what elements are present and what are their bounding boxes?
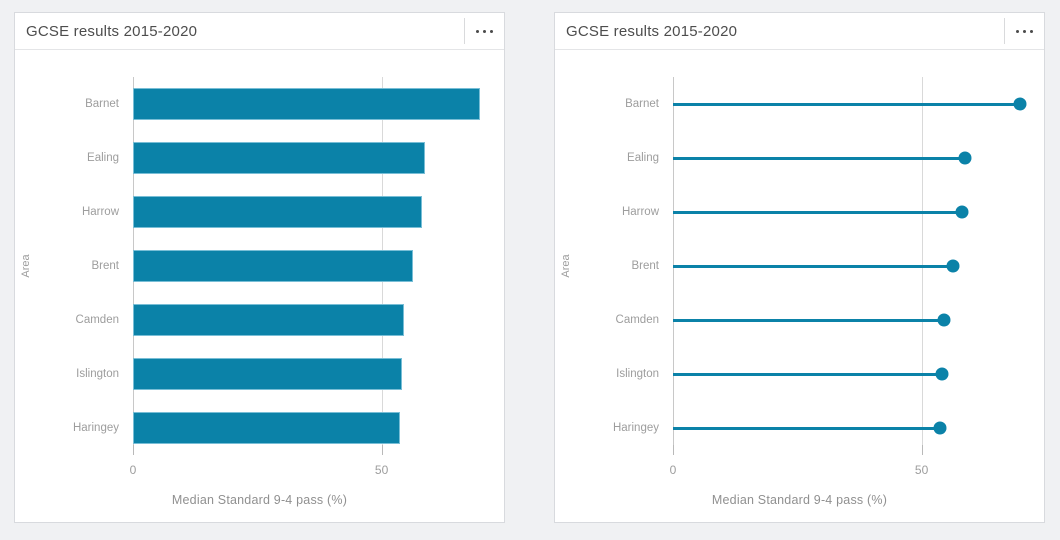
bar-chart: Area Barnet Ealing Harrow Brent Camden Isling…: [15, 50, 504, 522]
x-tick-label: 50: [374, 463, 389, 477]
series-row: [673, 401, 1031, 455]
bar-brent[interactable]: [133, 250, 413, 282]
x-tick-label: 0: [129, 463, 137, 477]
lollipop-dot-ealing[interactable]: [958, 151, 972, 165]
category-label-haringey: Haringey: [72, 422, 119, 434]
tick-mark-50: [381, 445, 383, 455]
plot-area: [673, 77, 1031, 455]
ellipsis-icon: [1030, 29, 1033, 33]
ellipsis-icon: [476, 29, 479, 33]
series-row: [133, 77, 491, 131]
plot-area: [133, 77, 491, 455]
category-label-harrow: Harrow: [621, 206, 659, 218]
card-header: GCSE results 2015-2020: [15, 13, 504, 50]
lollipop-line-harrow[interactable]: [673, 210, 963, 214]
bar-islington[interactable]: [133, 358, 402, 390]
card-title: GCSE results 2015-2020: [566, 22, 738, 40]
lollipop-line-islington[interactable]: [673, 372, 942, 376]
card-header: GCSE results 2015-2020: [555, 13, 1044, 50]
ellipsis-icon: [1016, 29, 1019, 33]
lollipop-line-ealing[interactable]: [673, 156, 965, 160]
x-axis-ticks: 0 50: [669, 463, 1031, 479]
x-tick-label: 50: [914, 463, 929, 477]
series-row: [133, 293, 491, 347]
header-divider: [1004, 18, 1005, 44]
lollipop-line-camden[interactable]: [673, 318, 945, 322]
lollipop-dot-camden[interactable]: [937, 313, 951, 327]
bar-harrow[interactable]: [133, 196, 423, 228]
category-label-brent: Brent: [631, 260, 660, 272]
y-axis-title: Area: [20, 254, 32, 278]
tick-mark-0: [133, 445, 134, 455]
bar-barnet[interactable]: [133, 88, 481, 120]
card-menu-button[interactable]: [465, 13, 504, 49]
series-row: [133, 185, 491, 239]
chart-card-lollipop: GCSE results 2015-2020 Area Barnet Ealing…: [554, 12, 1045, 523]
series-row: [133, 347, 491, 401]
lollipop-dot-barnet[interactable]: [1013, 97, 1027, 111]
category-label-camden: Camden: [615, 314, 659, 326]
lollipop-line-brent[interactable]: [673, 264, 953, 268]
lollipop-dot-harrow[interactable]: [955, 205, 969, 219]
ellipsis-icon: [483, 29, 486, 33]
category-label-islington: Islington: [616, 368, 659, 380]
category-label-ealing: Ealing: [627, 152, 659, 164]
lollipop-dot-haringey[interactable]: [933, 421, 946, 435]
series-row: [673, 77, 1031, 131]
series-row: [133, 239, 491, 293]
y-axis-title: Area: [560, 254, 572, 278]
card-menu-button[interactable]: [1005, 13, 1044, 49]
category-label-brent: Brent: [91, 260, 120, 272]
ellipsis-icon: [490, 29, 493, 33]
tick-mark-0: [673, 445, 674, 455]
category-axis-labels: Barnet Ealing Harrow Brent Camden Islington Ha…: [577, 77, 659, 455]
lollipop-line-barnet[interactable]: [673, 102, 1021, 106]
bar-haringey[interactable]: [133, 412, 400, 444]
series-row: [673, 293, 1031, 347]
category-label-barnet: Barnet: [625, 98, 659, 110]
x-tick-label: 0: [669, 463, 677, 477]
category-label-harrow: Harrow: [81, 206, 119, 218]
lollipop-dot-brent[interactable]: [946, 259, 960, 273]
series-row: [673, 131, 1031, 185]
category-label-haringey: Haringey: [612, 422, 659, 434]
series-row: [133, 401, 491, 455]
series-row: [673, 347, 1031, 401]
lollipop-line-haringey[interactable]: [673, 426, 940, 430]
category-label-ealing: Ealing: [87, 152, 119, 164]
x-axis-ticks: 0 50: [129, 463, 491, 479]
lollipop-chart: Area Barnet Ealing Harrow Brent Camden Isling…: [555, 50, 1044, 522]
series-row: [133, 131, 491, 185]
lollipop-dot-islington[interactable]: [935, 367, 949, 381]
bar-camden[interactable]: [133, 304, 405, 336]
series-row: [673, 239, 1031, 293]
category-label-barnet: Barnet: [85, 98, 119, 110]
card-title: GCSE results 2015-2020: [26, 22, 198, 40]
bar-ealing[interactable]: [133, 142, 425, 174]
category-label-islington: Islington: [76, 368, 119, 380]
series-row: [673, 185, 1031, 239]
ellipsis-icon: [1023, 29, 1026, 33]
category-axis-labels: Barnet Ealing Harrow Brent Camden Islington Ha…: [37, 77, 119, 455]
header-divider: [464, 18, 465, 44]
category-label-camden: Camden: [75, 314, 119, 326]
x-axis-title: Median Standard 9-4 pass (%): [171, 493, 348, 507]
x-axis-title: Median Standard 9-4 pass (%): [711, 493, 888, 507]
tick-mark-50: [921, 445, 923, 455]
chart-card-bar: GCSE results 2015-2020 Area Barnet Ealing…: [14, 12, 505, 523]
